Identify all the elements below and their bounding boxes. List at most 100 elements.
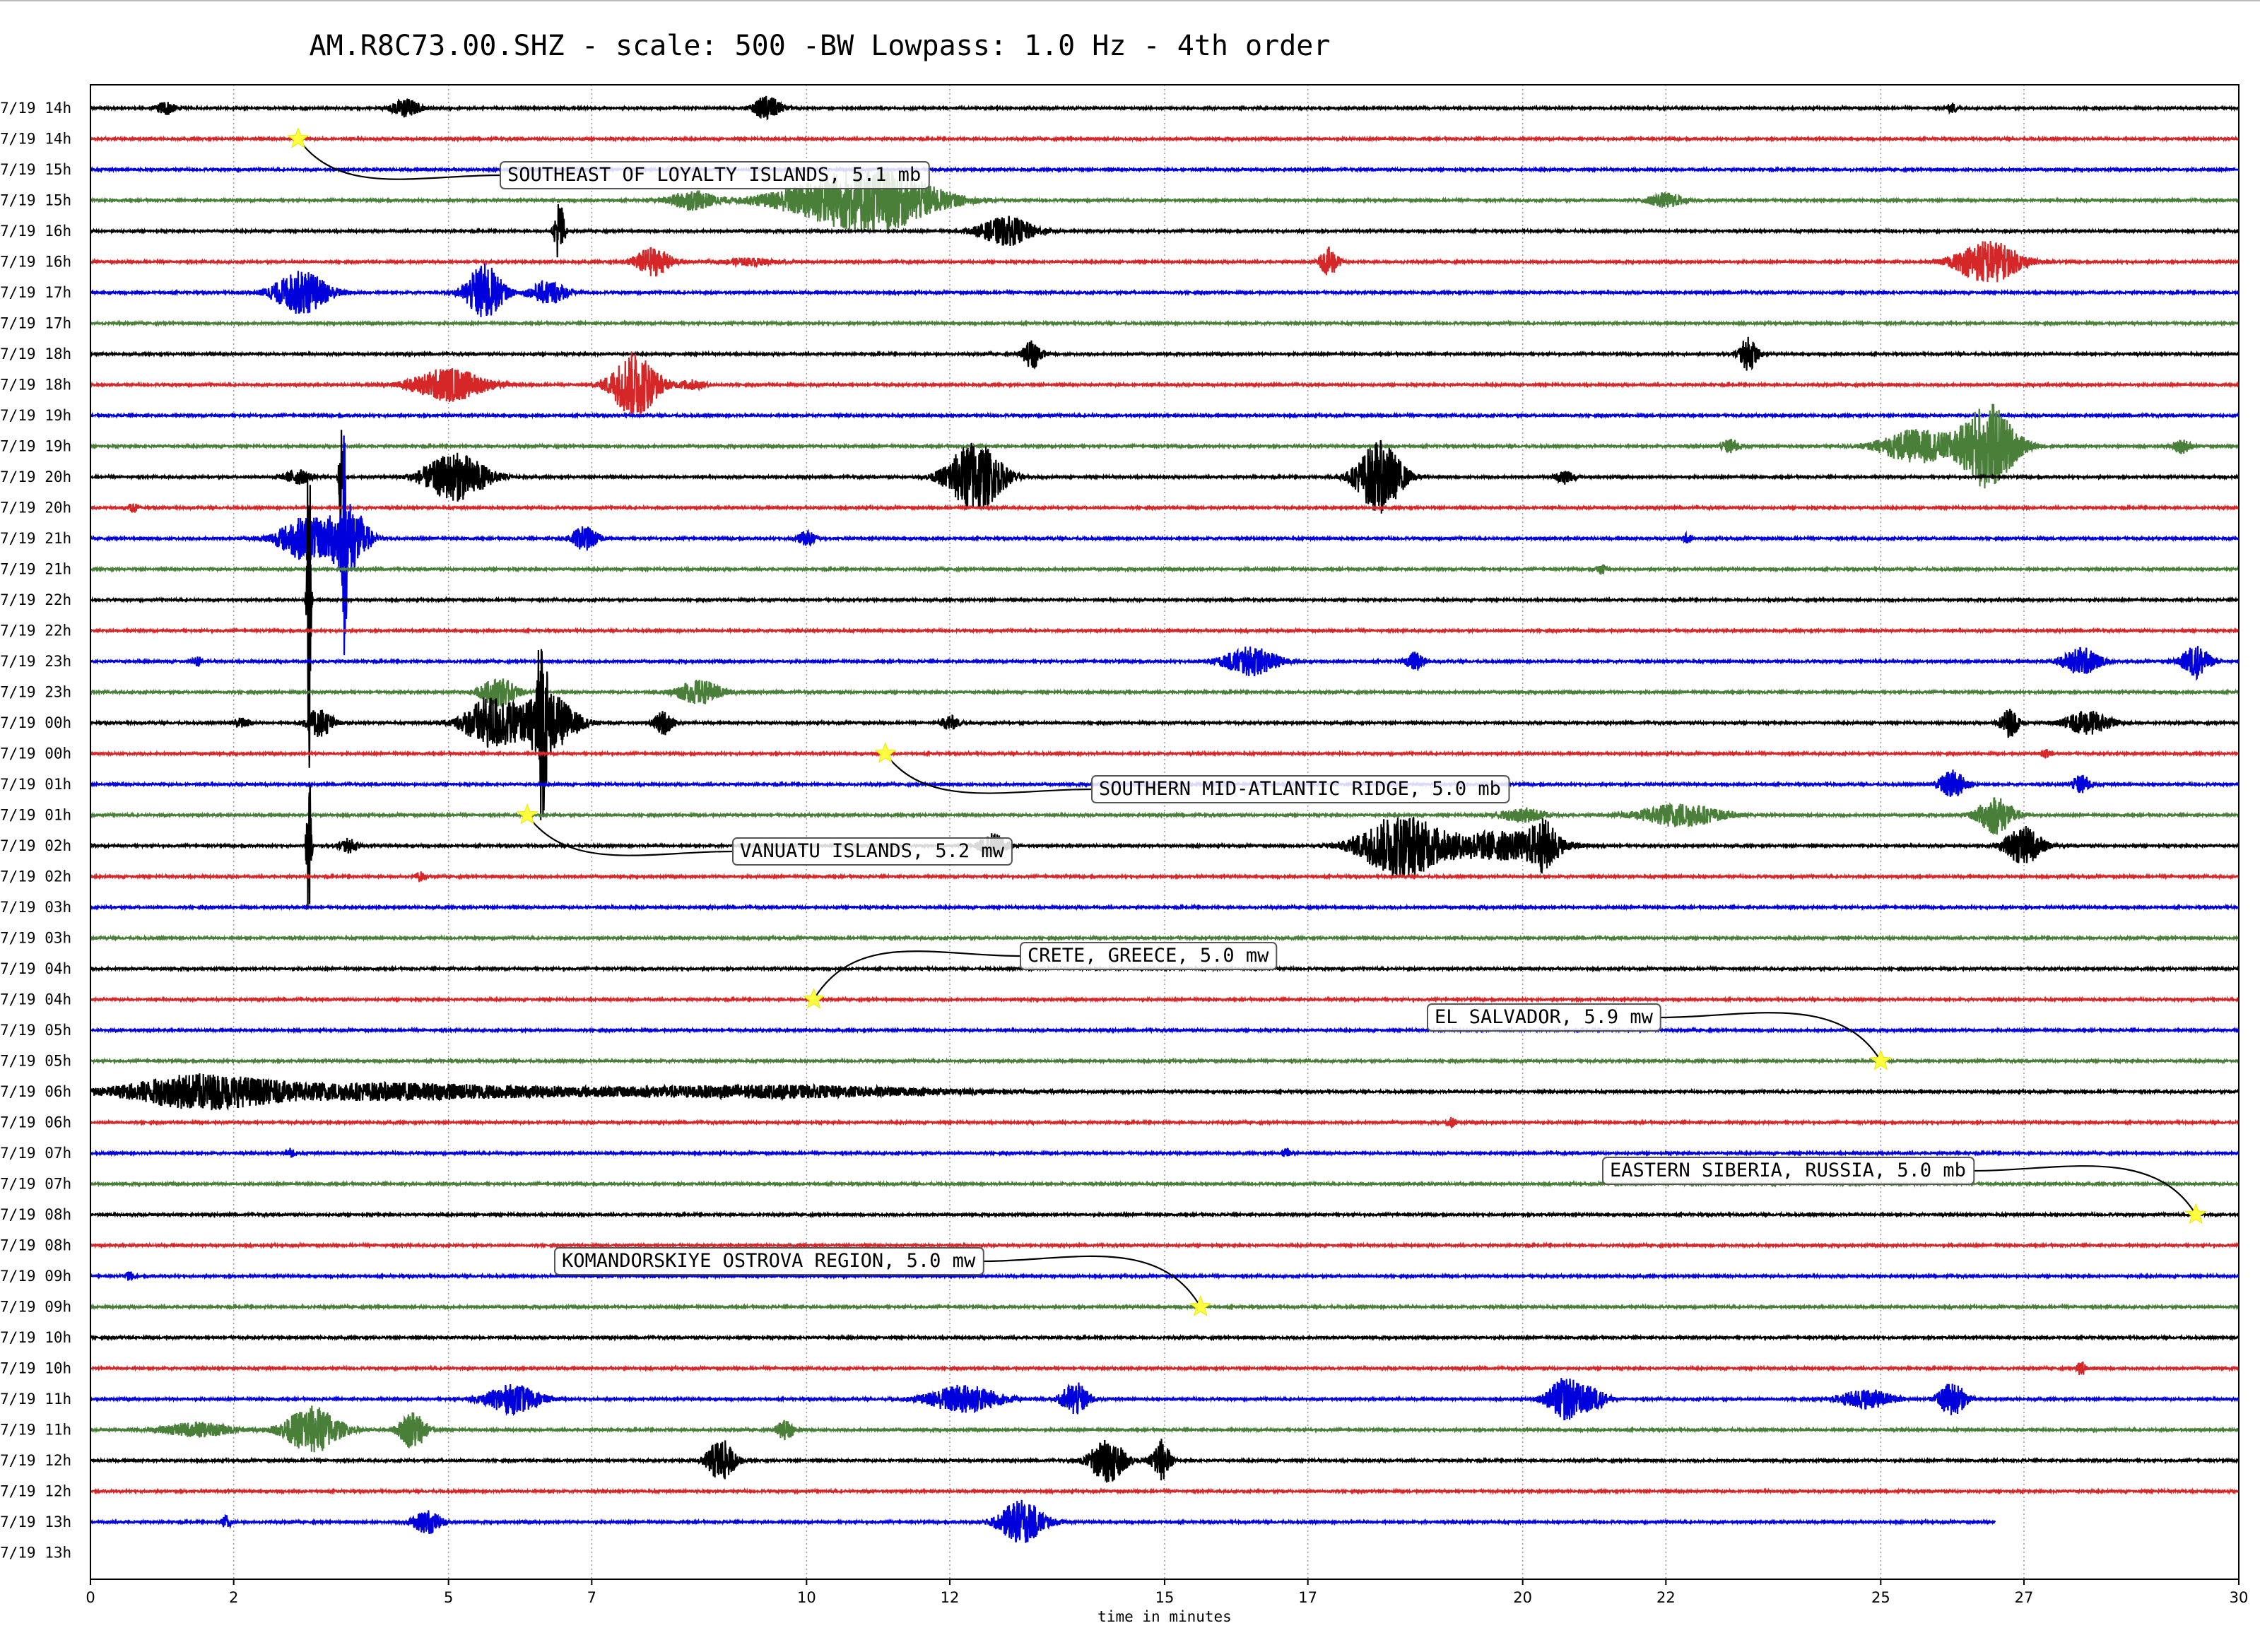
row-label: 7/19 04h [0, 960, 71, 977]
x-tick-label: 20 [1513, 1589, 1532, 1606]
row-label: 7/19 10h [0, 1329, 71, 1346]
seismic-trace [89, 871, 2240, 883]
event-star-marker [1189, 1295, 1212, 1316]
event-star-marker [516, 803, 538, 825]
row-label: 7/19 19h [0, 407, 71, 424]
x-ticks: 0 2 5 7 10 12 15 17 20 22 25 27 30 [86, 1579, 2248, 1606]
row-label: 7/19 16h [0, 254, 71, 271]
row-label: 7/19 22h [0, 591, 71, 608]
seismic-trace [89, 1241, 2240, 1250]
row-label: 7/19 08h [0, 1237, 71, 1254]
seismic-trace [90, 319, 2240, 328]
row-label: 7/19 08h [0, 1206, 71, 1223]
row-label: 7/19 15h [0, 161, 71, 178]
x-tick-label: 0 [86, 1589, 95, 1606]
row-label: 7/19 20h [0, 468, 71, 485]
seismic-trace [90, 336, 2240, 371]
event-callout-line [526, 814, 734, 856]
x-tick-label: 7 [587, 1589, 596, 1606]
row-label: 7/19 04h [0, 991, 71, 1008]
seismic-trace [90, 1439, 2240, 1483]
seismic-trace [90, 1056, 2240, 1066]
row-label: 7/19 02h [0, 837, 71, 854]
seismic-trace [90, 1405, 2240, 1453]
row-label: 7/19 05h [0, 1022, 71, 1039]
event-callout-line [297, 138, 501, 180]
row-label: 7/19 06h [0, 1083, 71, 1100]
seismic-trace [90, 995, 2240, 1004]
event-callout-line [1974, 1165, 2197, 1215]
seismic-trace [89, 1073, 2240, 1111]
row-label: 7/19 16h [0, 223, 71, 240]
event-star-marker [2184, 1203, 2207, 1225]
seismic-trace [90, 626, 2240, 635]
seismic-trace [89, 678, 2240, 707]
event-label: CRETE, GREECE, 5.0 mw [1028, 945, 1269, 967]
seismic-trace [89, 435, 2240, 656]
seismic-trace [89, 475, 2240, 768]
row-label: 7/19 18h [0, 377, 71, 394]
x-axis-label: time in minutes [1097, 1608, 1232, 1625]
seismic-trace [89, 1116, 2240, 1128]
seismic-trace [90, 165, 2240, 174]
event-label-box [732, 837, 1013, 866]
row-label: 7/19 17h [0, 315, 71, 332]
row-label: 7/19 09h [0, 1299, 71, 1316]
seismic-trace [89, 903, 2240, 911]
row-label: 7/19 09h [0, 1268, 71, 1285]
row-label: 7/19 07h [0, 1145, 71, 1162]
row-label: 7/19 12h [0, 1483, 71, 1500]
chart-title: AM.R8C73.00.SHZ - scale: 500 -BW Lowpass… [310, 30, 1331, 62]
seismic-trace [89, 1487, 2240, 1496]
row-label: 7/19 14h [0, 100, 71, 117]
row-label: 7/19 05h [0, 1053, 71, 1070]
event-label: KOMANDORSKIYE OSTROVA REGION, 5.0 mw [562, 1250, 976, 1272]
seismic-trace [90, 1333, 2240, 1342]
seismic-trace [89, 403, 2240, 489]
row-label: 7/19 11h [0, 1391, 71, 1408]
row-label: 7/19 19h [0, 438, 71, 455]
row-label: 7/19 20h [0, 500, 71, 517]
row-label: 7/19 17h [0, 284, 71, 301]
x-tick-label: 27 [2015, 1589, 2034, 1606]
row-label: 7/19 01h [0, 776, 71, 793]
event-label-box [1602, 1157, 1975, 1185]
x-tick-label: 5 [444, 1589, 453, 1606]
row-label: 7/19 18h [0, 346, 71, 362]
row-label: 7/19 23h [0, 653, 71, 670]
row-label: 7/19 15h [0, 192, 71, 209]
event-label-box [1427, 1003, 1661, 1032]
row-label: 7/19 21h [0, 530, 71, 547]
seismic-trace [89, 1499, 1996, 1543]
seismic-trace [89, 784, 2240, 910]
row-label: 7/19 21h [0, 561, 71, 578]
seismic-trace [90, 797, 2240, 836]
seismic-trace [90, 263, 2240, 317]
event-callout-line [1660, 1012, 1882, 1062]
x-tick-label: 30 [2230, 1589, 2249, 1606]
x-tick-label: 2 [229, 1589, 238, 1606]
event-label: EASTERN SIBERIA, RUSSIA, 5.0 mb [1610, 1160, 1966, 1181]
x-tick-label: 10 [797, 1589, 816, 1606]
row-labels: 7/19 14h 7/19 14h 7/19 15h 7/19 15h 7/19 16h… [0, 100, 71, 1562]
seismic-trace [89, 241, 2240, 283]
event-label: EL SALVADOR, 5.9 mw [1435, 1006, 1654, 1028]
seismic-trace [90, 649, 2240, 820]
row-label: 7/19 01h [0, 807, 71, 824]
x-tick-label: 22 [1656, 1589, 1676, 1606]
event-star-marker [1869, 1049, 1892, 1070]
seismic-trace [89, 563, 2240, 576]
seismic-trace [89, 1378, 2240, 1421]
x-tick-label: 17 [1298, 1589, 1317, 1606]
x-tick-label: 15 [1155, 1589, 1175, 1606]
event-label: VANUATU ISLANDS, 5.2 mw [740, 840, 1005, 862]
x-tick-label: 25 [1871, 1589, 1890, 1606]
seismic-trace [89, 351, 2240, 417]
seismic-trace [90, 167, 2240, 234]
row-label: 7/19 22h [0, 623, 71, 639]
seismic-trace [90, 203, 2240, 258]
row-label: 7/19 10h [0, 1360, 71, 1377]
row-label: 7/19 03h [0, 899, 71, 916]
